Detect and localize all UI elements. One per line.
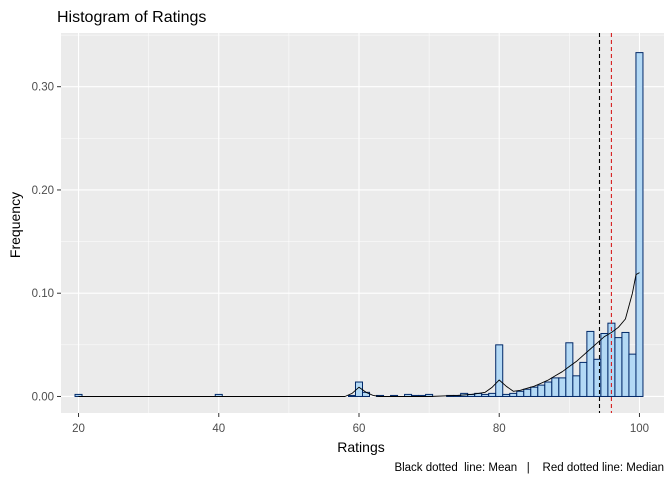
- histogram-bar: [600, 332, 609, 397]
- histogram-bar: [530, 386, 539, 397]
- histogram-bar: [516, 390, 525, 397]
- plot-panel: [61, 33, 664, 413]
- histogram-bar: [502, 393, 511, 397]
- y-tick-label: 0.00: [32, 391, 54, 403]
- histogram-bar: [614, 337, 623, 397]
- reference-lines: [598, 33, 612, 413]
- density-curve: [78, 272, 640, 397]
- y-tick-label: 0.30: [32, 82, 54, 94]
- x-tick-label: 20: [72, 423, 85, 435]
- histogram-bar: [586, 330, 595, 397]
- y-axis-label: Frequency: [7, 192, 23, 258]
- histogram-bar: [537, 384, 546, 397]
- density-curve-layer: [78, 272, 640, 397]
- histogram-bar: [621, 331, 630, 397]
- histogram-bar: [558, 377, 567, 397]
- histogram-bar: [488, 392, 497, 397]
- histogram-bar: [572, 375, 581, 397]
- histogram-bar: [579, 361, 588, 397]
- x-axis-label: Ratings: [337, 439, 384, 455]
- histogram-bar: [544, 381, 553, 397]
- histogram-bar: [347, 394, 356, 397]
- x-tick-label: 80: [493, 423, 506, 435]
- y-tick-label: 0.10: [32, 288, 54, 300]
- y-tick-label: 0.20: [32, 185, 54, 197]
- x-tick-label: 100: [630, 423, 649, 435]
- histogram-bar: [565, 342, 574, 397]
- histogram-bar: [523, 388, 532, 397]
- histogram-bar: [551, 377, 560, 397]
- histogram-bar: [635, 52, 644, 397]
- histogram-bar: [481, 393, 490, 397]
- axis-ticks: 20 40 60 80 100 0.00 0.10 0.20 0.30: [32, 82, 649, 435]
- histogram-bar: [495, 344, 504, 397]
- chart-title: Histogram of Ratings: [57, 9, 206, 26]
- chart-caption: Black dotted line: Mean | Red dotted lin…: [394, 462, 664, 474]
- histogram-bar: [628, 353, 637, 397]
- histogram-bar: [509, 392, 518, 397]
- x-tick-label: 60: [353, 423, 366, 435]
- x-tick-label: 40: [212, 423, 225, 435]
